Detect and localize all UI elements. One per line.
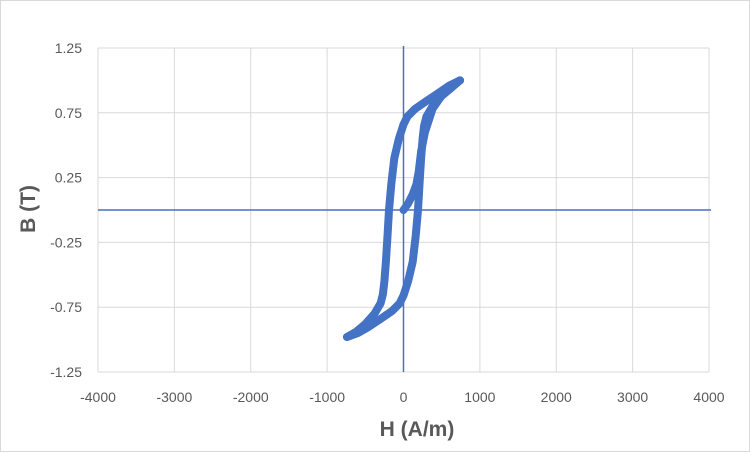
x-tick-label: -3000 [156,389,192,405]
y-tick-label: -0.75 [50,299,82,315]
x-tick-label: 2000 [541,389,572,405]
x-tick-label: -1000 [309,389,345,405]
x-tick-label: 1000 [464,389,495,405]
y-tick-label: -0.25 [50,234,82,250]
x-axis-title: H (A/m) [380,418,455,441]
y-tick-label: 0.25 [55,170,82,186]
y-tick-label: 1.25 [55,40,82,56]
y-tick-labels: -1.25 -0.75 -0.25 0.25 0.75 1.25 [50,40,82,380]
x-tick-label: -2000 [233,389,269,405]
x-tick-label: -4000 [80,389,116,405]
x-tick-label: 3000 [617,389,648,405]
x-tick-label: 0 [400,389,408,405]
y-tick-label: -1.25 [50,364,82,380]
series-line-2 [343,76,464,341]
y-axis-title: B (T) [17,185,40,233]
x-tick-label: 4000 [693,389,724,405]
series-layer [343,76,464,341]
series-line-1 [343,76,464,341]
x-tick-labels: -4000 -3000 -2000 -1000 0 1000 2000 3000 4000 [80,389,725,405]
y-tick-label: 0.75 [55,105,82,121]
